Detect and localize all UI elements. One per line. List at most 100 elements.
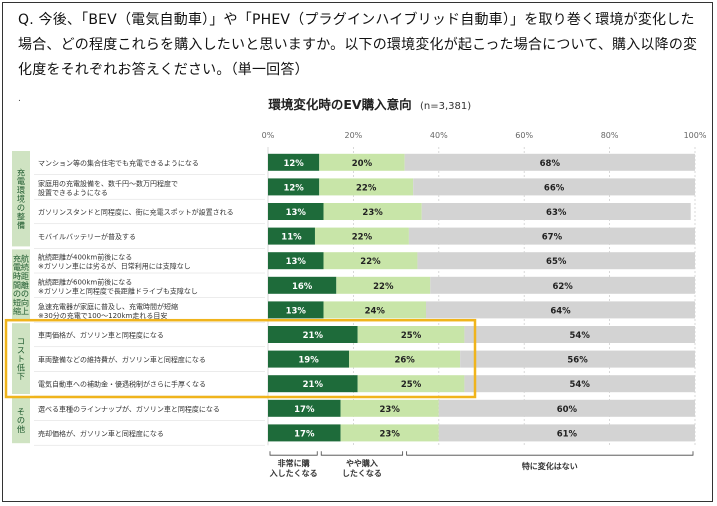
group-label-char: の <box>17 415 25 425</box>
legend-label: 特に変化はない <box>522 461 578 471</box>
row-label: マンション等の集合住宅でも充電できるようになる <box>38 158 199 167</box>
bar-segment-3 <box>438 399 695 417</box>
bar-segment-1 <box>268 276 337 294</box>
note-mark: . <box>18 94 21 104</box>
group-band <box>12 323 30 394</box>
bar-value-label: 54% <box>570 380 591 390</box>
group-label-char: 整 <box>17 211 25 221</box>
bar-segment-2 <box>340 399 439 417</box>
group-label-char: 向 <box>21 297 29 307</box>
bar-segment-3 <box>438 424 695 442</box>
bar-segment-1 <box>268 424 341 442</box>
figure-frame <box>2 2 713 502</box>
bar-value-label: 21% <box>303 380 324 390</box>
legend-bracket <box>269 451 318 456</box>
group-label-char: 縮 <box>13 306 21 316</box>
row-label-line: 急速充電器が家庭に普及し、充電時間が短縮 <box>38 302 178 311</box>
group-label-char: 時 <box>13 271 21 281</box>
bar-value-label: 25% <box>401 331 422 341</box>
row-label-line: ※30分の充電で100～120km走れる目安 <box>38 311 167 320</box>
row-label: 車両価格が、ガソリン車と同程度になる <box>38 331 164 340</box>
bar-segment-2 <box>319 178 414 196</box>
row-label-line: ※ガソリン車と同程度で長距離ドライブも支障なし <box>38 286 198 295</box>
bar-segment-3 <box>421 203 691 220</box>
bar-value-label: 24% <box>365 306 386 316</box>
bar-segment-3 <box>413 178 695 196</box>
bar-segment-1 <box>268 203 324 220</box>
group-label-char: ト <box>17 354 25 364</box>
grid-lines <box>267 147 696 446</box>
bar-value-label: 13% <box>286 208 307 218</box>
group-label-char: 上 <box>21 306 29 316</box>
cost-highlight-box <box>4 318 477 399</box>
bar-value-label: 64% <box>550 306 571 316</box>
group-label-char: の <box>13 289 21 299</box>
bar-value-label: 63% <box>546 208 567 218</box>
row-label-line: 航続距離が600km前後になる <box>38 277 132 286</box>
group-band <box>12 151 30 247</box>
row-label: ガソリンスタンドと同程度に、街に充電スポットが設置される <box>38 208 234 217</box>
group-label-char: 続 <box>21 262 29 272</box>
group-label-char: コ <box>17 336 25 346</box>
bar-segment-2 <box>319 153 405 171</box>
bar-value-label: 62% <box>552 282 573 292</box>
bar-segment-1 <box>268 375 358 393</box>
bar-segment-1 <box>268 227 315 245</box>
bar-value-label: 11% <box>281 233 302 243</box>
bar-value-label: 25% <box>401 380 422 390</box>
bar-segment-2 <box>323 301 426 319</box>
bar-segment-2 <box>340 424 439 442</box>
group-label-char: 電 <box>17 176 25 186</box>
legend-label-line: 入したくなる <box>269 468 318 478</box>
bar-segment-2 <box>314 227 409 245</box>
legend-bracket <box>406 451 694 456</box>
bar-segment-1 <box>268 326 358 343</box>
bar-segment-2 <box>323 203 422 220</box>
row-label: 売却価格が、ガソリン車と同程度になる <box>38 429 164 438</box>
bar-segment-3 <box>417 252 695 270</box>
chart-n-label: (n=3,381) <box>420 101 471 112</box>
row-label: 電気自動車への補助金・優遇税制がさらに手厚くなる <box>38 380 206 389</box>
bar-value-label: 60% <box>557 405 578 415</box>
bar-value-label: 17% <box>294 429 315 439</box>
question-text: Q. 今後、「BEV（電気自動車）」や「PHEV（プラグインハイブリッド自動車）… <box>18 12 698 78</box>
bar-value-label: 22% <box>373 282 394 292</box>
bar-value-label: 23% <box>362 208 383 218</box>
x-tick-label: 60% <box>515 131 533 140</box>
bar-segment-3 <box>460 350 695 368</box>
group-label-char: ス <box>17 345 25 355</box>
bar-segment-3 <box>425 301 695 319</box>
group-band <box>12 397 30 444</box>
bar-segment-1 <box>268 178 320 196</box>
bar-segment-3 <box>464 375 695 393</box>
group-label-char: 他 <box>17 424 25 434</box>
bar-value-label: 22% <box>352 233 373 243</box>
bar-segment-2 <box>336 276 431 294</box>
bar-segment-2 <box>357 375 465 393</box>
bar-value-label: 12% <box>283 159 304 169</box>
bar-value-label: 17% <box>294 405 315 415</box>
x-tick-label: 0% <box>262 131 275 140</box>
bar-value-label: 22% <box>356 183 377 193</box>
x-tick-labels: 0% 20% 40% 60% 80% 100% <box>262 131 707 140</box>
bar-value-label: 21% <box>303 331 324 341</box>
group-label-char: 下 <box>17 371 25 381</box>
bar-segment-3 <box>408 227 695 245</box>
bar-value-label: 61% <box>557 429 578 439</box>
x-tick-label: 40% <box>430 131 448 140</box>
row-labels: マンション等の集合住宅でも充電できるようになる家庭用の充電設備を、数千円～数万円… <box>34 158 265 446</box>
bar-segment-2 <box>349 350 461 368</box>
bar-value-label: 26% <box>394 356 415 366</box>
bar-value-label: 19% <box>298 356 319 366</box>
group-label-char: 短 <box>13 297 21 307</box>
bar-value-label: 54% <box>570 331 591 341</box>
bar-segment-1 <box>268 252 324 270</box>
bar-value-label: 16% <box>292 282 313 292</box>
bar-value-label: 56% <box>567 356 588 366</box>
group-label-char: 離 <box>21 280 29 290</box>
legend-bracket <box>320 451 404 456</box>
group-label-char: 距 <box>21 271 29 281</box>
bar-value-label: 23% <box>380 429 401 439</box>
bar-value-label: 22% <box>360 257 381 267</box>
